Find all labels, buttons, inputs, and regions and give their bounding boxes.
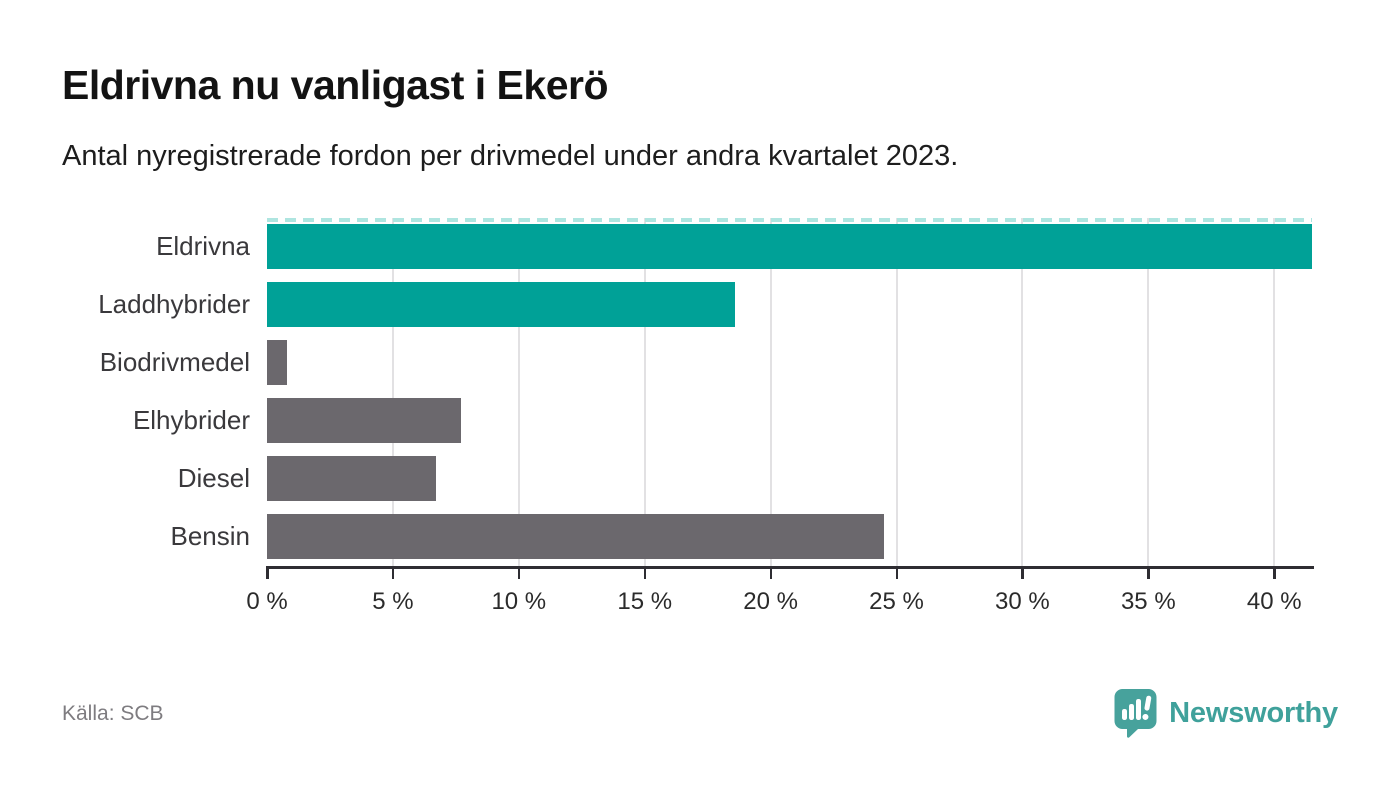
bar xyxy=(267,224,1312,269)
axis-tick xyxy=(769,566,773,579)
category-label: Eldrivna xyxy=(156,231,250,261)
bar xyxy=(267,282,736,327)
x-axis-line xyxy=(267,566,1314,569)
source-label: Källa: SCB xyxy=(62,702,164,725)
x-axis: 0 % 5 % 10 % 15 % 20 % 25 % 30 % 35 % 40 % xyxy=(246,566,1314,626)
category-label: Bensin xyxy=(170,521,251,551)
axis-tick xyxy=(1147,566,1150,579)
gridline xyxy=(391,218,394,566)
category-labels: Eldrivna Laddhybrider Biodrivmedel Elhybrid… xyxy=(40,218,250,566)
newsworthy-logo-icon xyxy=(1114,689,1157,738)
category-label: Biodrivmedel xyxy=(99,347,250,377)
axis-tick xyxy=(266,566,269,579)
axis-tick-label: 25 % xyxy=(869,588,924,615)
bar xyxy=(267,514,884,559)
chart-subtitle: Antal nyregistrerade fordon per drivmede… xyxy=(62,140,959,172)
chart-title: Eldrivna nu vanligast i Ekerö xyxy=(62,62,609,108)
axis-tick-label: 40 % xyxy=(1246,588,1302,615)
axis-tick-label: 5 % xyxy=(372,588,414,615)
category-label: Laddhybrider xyxy=(98,289,250,319)
axis-tick xyxy=(391,566,395,579)
axis-tick-label: 10 % xyxy=(491,588,547,615)
axis-tick xyxy=(895,566,899,579)
plot-top-dashed-edge xyxy=(267,218,1312,222)
axis-tick xyxy=(517,566,521,579)
newsworthy-wordmark: Newsworthy xyxy=(1169,696,1338,729)
bar xyxy=(267,340,288,385)
axis-tick-label: 0 % xyxy=(246,588,288,615)
axis-tick xyxy=(1273,566,1276,579)
axis-tick-label: 30 % xyxy=(995,588,1050,615)
axis-tick-label: 20 % xyxy=(743,588,798,615)
bar xyxy=(267,398,461,443)
axis-tick-label: 35 % xyxy=(1120,588,1176,615)
gridline xyxy=(769,218,772,566)
gridline xyxy=(895,218,898,566)
gridline xyxy=(1021,218,1024,566)
newsworthy-logo: Newsworthy xyxy=(1113,688,1338,738)
axis-tick xyxy=(643,566,647,579)
gridline xyxy=(1147,218,1150,566)
bar xyxy=(267,456,436,501)
plot-area xyxy=(267,218,1312,566)
axis-tick xyxy=(1021,566,1024,579)
gridline xyxy=(1273,218,1276,566)
gridline xyxy=(643,218,646,566)
gridline xyxy=(517,218,520,566)
category-label: Diesel xyxy=(177,463,250,493)
axis-tick-label: 15 % xyxy=(617,588,673,615)
category-label: Elhybrider xyxy=(132,405,250,435)
